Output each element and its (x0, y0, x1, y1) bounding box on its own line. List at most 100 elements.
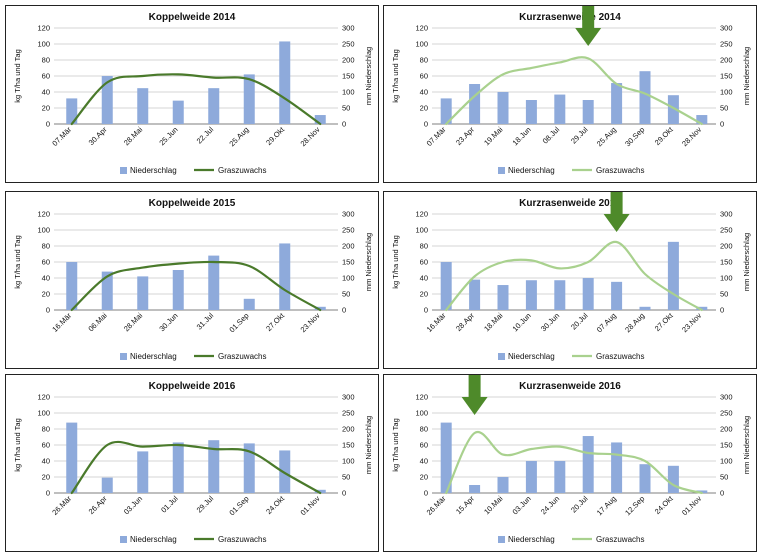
chart-panel-kurzrasenweide-2015: Kurzrasenweide 2015 0 20 40 60 80 100 120 0 50 100… (383, 191, 757, 369)
y-right-tick-label: 250 (720, 40, 733, 49)
bar-niederschlag (243, 74, 255, 124)
legend-label-graszuwachs: Graszuwachs (218, 352, 266, 361)
bar-niederschlag (525, 461, 537, 493)
x-tick-label: 16.Mär (425, 311, 448, 334)
bar-niederschlag (611, 442, 623, 493)
bar-niederschlag (137, 276, 149, 310)
y-right-tick-label: 0 (720, 120, 724, 129)
x-tick-label: 24.Jun (539, 494, 561, 516)
y-left-tick-label: 0 (424, 489, 428, 498)
x-tick-label: 30.Jun (157, 311, 179, 333)
y-left-tick-label: 60 (42, 72, 50, 81)
x-tick-label: 29.Okt (264, 124, 287, 147)
x-tick-label: 10.Mai (482, 494, 505, 517)
y-left-axis-label: kg T/ha und Tag (391, 235, 400, 289)
line-graszuwachs (445, 56, 703, 126)
line-graszuwachs (70, 260, 322, 312)
y-right-tick-label: 0 (720, 306, 724, 315)
x-tick-label: 29.Okt (653, 124, 676, 147)
y-left-tick-label: 0 (46, 489, 50, 498)
legend-label-graszuwachs: Graszuwachs (596, 535, 644, 544)
y-left-tick-label: 0 (46, 120, 50, 129)
line-graszuwachs (70, 440, 322, 495)
y-left-tick-label: 20 (42, 104, 50, 113)
bar-niederschlag (440, 262, 452, 310)
y-right-tick-label: 200 (342, 425, 355, 434)
y-right-tick-label: 100 (342, 88, 355, 97)
x-tick-label: 28.Nov (680, 125, 703, 148)
y-left-tick-label: 20 (420, 473, 428, 482)
y-right-axis-label: mm Niederschlag (742, 416, 751, 474)
y-right-tick-label: 150 (342, 258, 355, 267)
legend-label-graszuwachs: Graszuwachs (596, 166, 644, 175)
bar-niederschlag (66, 262, 78, 310)
arrow-shaft (582, 6, 595, 28)
x-tick-label: 30.Sep (623, 125, 646, 148)
bar-niederschlag (279, 450, 291, 493)
y-right-tick-label: 50 (720, 473, 728, 482)
bar-niederschlag (554, 94, 566, 124)
line-graszuwachs (445, 430, 703, 495)
y-right-tick-label: 300 (342, 393, 355, 402)
bar-niederschlag (611, 281, 623, 310)
x-tick-label: 30.Jun (539, 311, 561, 333)
bar-niederschlag (279, 41, 291, 124)
bar-niederschlag (554, 280, 566, 310)
bar-niederschlag (243, 443, 255, 493)
y-left-tick-label: 0 (46, 306, 50, 315)
y-left-axis-label: kg T/ha und Tag (13, 235, 22, 289)
x-tick-label: 01.Nov (298, 494, 321, 517)
legend-label-niederschlag: Niederschlag (130, 166, 177, 175)
y-left-tick-label: 20 (42, 290, 50, 299)
x-tick-label: 16.Mär (50, 311, 73, 334)
bar-niederschlag (469, 84, 481, 124)
x-tick-label: 07.Mär (425, 125, 448, 148)
x-tick-label: 06.Mai (86, 311, 109, 334)
legend-label-niederschlag: Niederschlag (130, 352, 177, 361)
y-left-tick-label: 0 (424, 120, 428, 129)
y-right-tick-label: 250 (720, 409, 733, 418)
x-tick-label: 20.Jul (569, 494, 590, 515)
x-tick-label: 18.Mai (482, 311, 505, 334)
legend-swatch-niederschlag (120, 167, 127, 174)
x-tick-label: 15.Apr (454, 494, 476, 516)
bar-niederschlag (172, 442, 184, 493)
legend-label-niederschlag: Niederschlag (130, 535, 177, 544)
y-left-tick-label: 120 (415, 210, 428, 219)
legend-label-graszuwachs: Graszuwachs (218, 166, 266, 175)
x-tick-label: 23.Nov (680, 311, 703, 334)
y-left-axis-label: kg T/ha und Tag (391, 49, 400, 103)
x-tick-label: 01.Sep (227, 494, 250, 517)
chart-svg: Kurzrasenweide 2015 0 20 40 60 80 100 120 0 50 100… (391, 192, 751, 361)
y-left-tick-label: 40 (42, 274, 50, 283)
y-right-tick-label: 200 (342, 242, 355, 251)
x-tick-label: 29.Jul (569, 125, 590, 146)
x-tick-label: 30.Apr (87, 125, 109, 147)
y-left-tick-label: 20 (420, 290, 428, 299)
x-tick-label: 31.Jul (195, 311, 216, 332)
x-tick-label: 22.Jul (195, 125, 216, 146)
y-right-axis-label: mm Niederschlag (742, 47, 751, 105)
y-right-tick-label: 0 (342, 306, 346, 315)
arrow-marker (603, 192, 630, 232)
y-left-tick-label: 20 (420, 104, 428, 113)
y-right-tick-label: 100 (720, 457, 733, 466)
y-right-tick-label: 50 (342, 290, 350, 299)
y-left-tick-label: 100 (415, 40, 428, 49)
y-right-tick-label: 200 (342, 56, 355, 65)
x-tick-label: 24.Okt (653, 493, 676, 516)
bar-niederschlag (101, 271, 113, 310)
y-right-tick-label: 100 (342, 457, 355, 466)
x-tick-label: 28.Mai (122, 125, 145, 148)
x-tick-label: 17.Aug (595, 494, 618, 517)
y-left-tick-label: 120 (415, 24, 428, 33)
bar-niederschlag (172, 270, 184, 310)
bar-niederschlag (696, 490, 708, 493)
y-right-tick-label: 100 (342, 274, 355, 283)
y-left-tick-label: 40 (420, 88, 428, 97)
y-left-tick-label: 80 (42, 425, 50, 434)
bar-niederschlag (314, 489, 326, 493)
y-right-axis-label: mm Niederschlag (364, 233, 373, 291)
y-right-tick-label: 0 (342, 120, 346, 129)
bar-niederschlag (208, 88, 220, 124)
